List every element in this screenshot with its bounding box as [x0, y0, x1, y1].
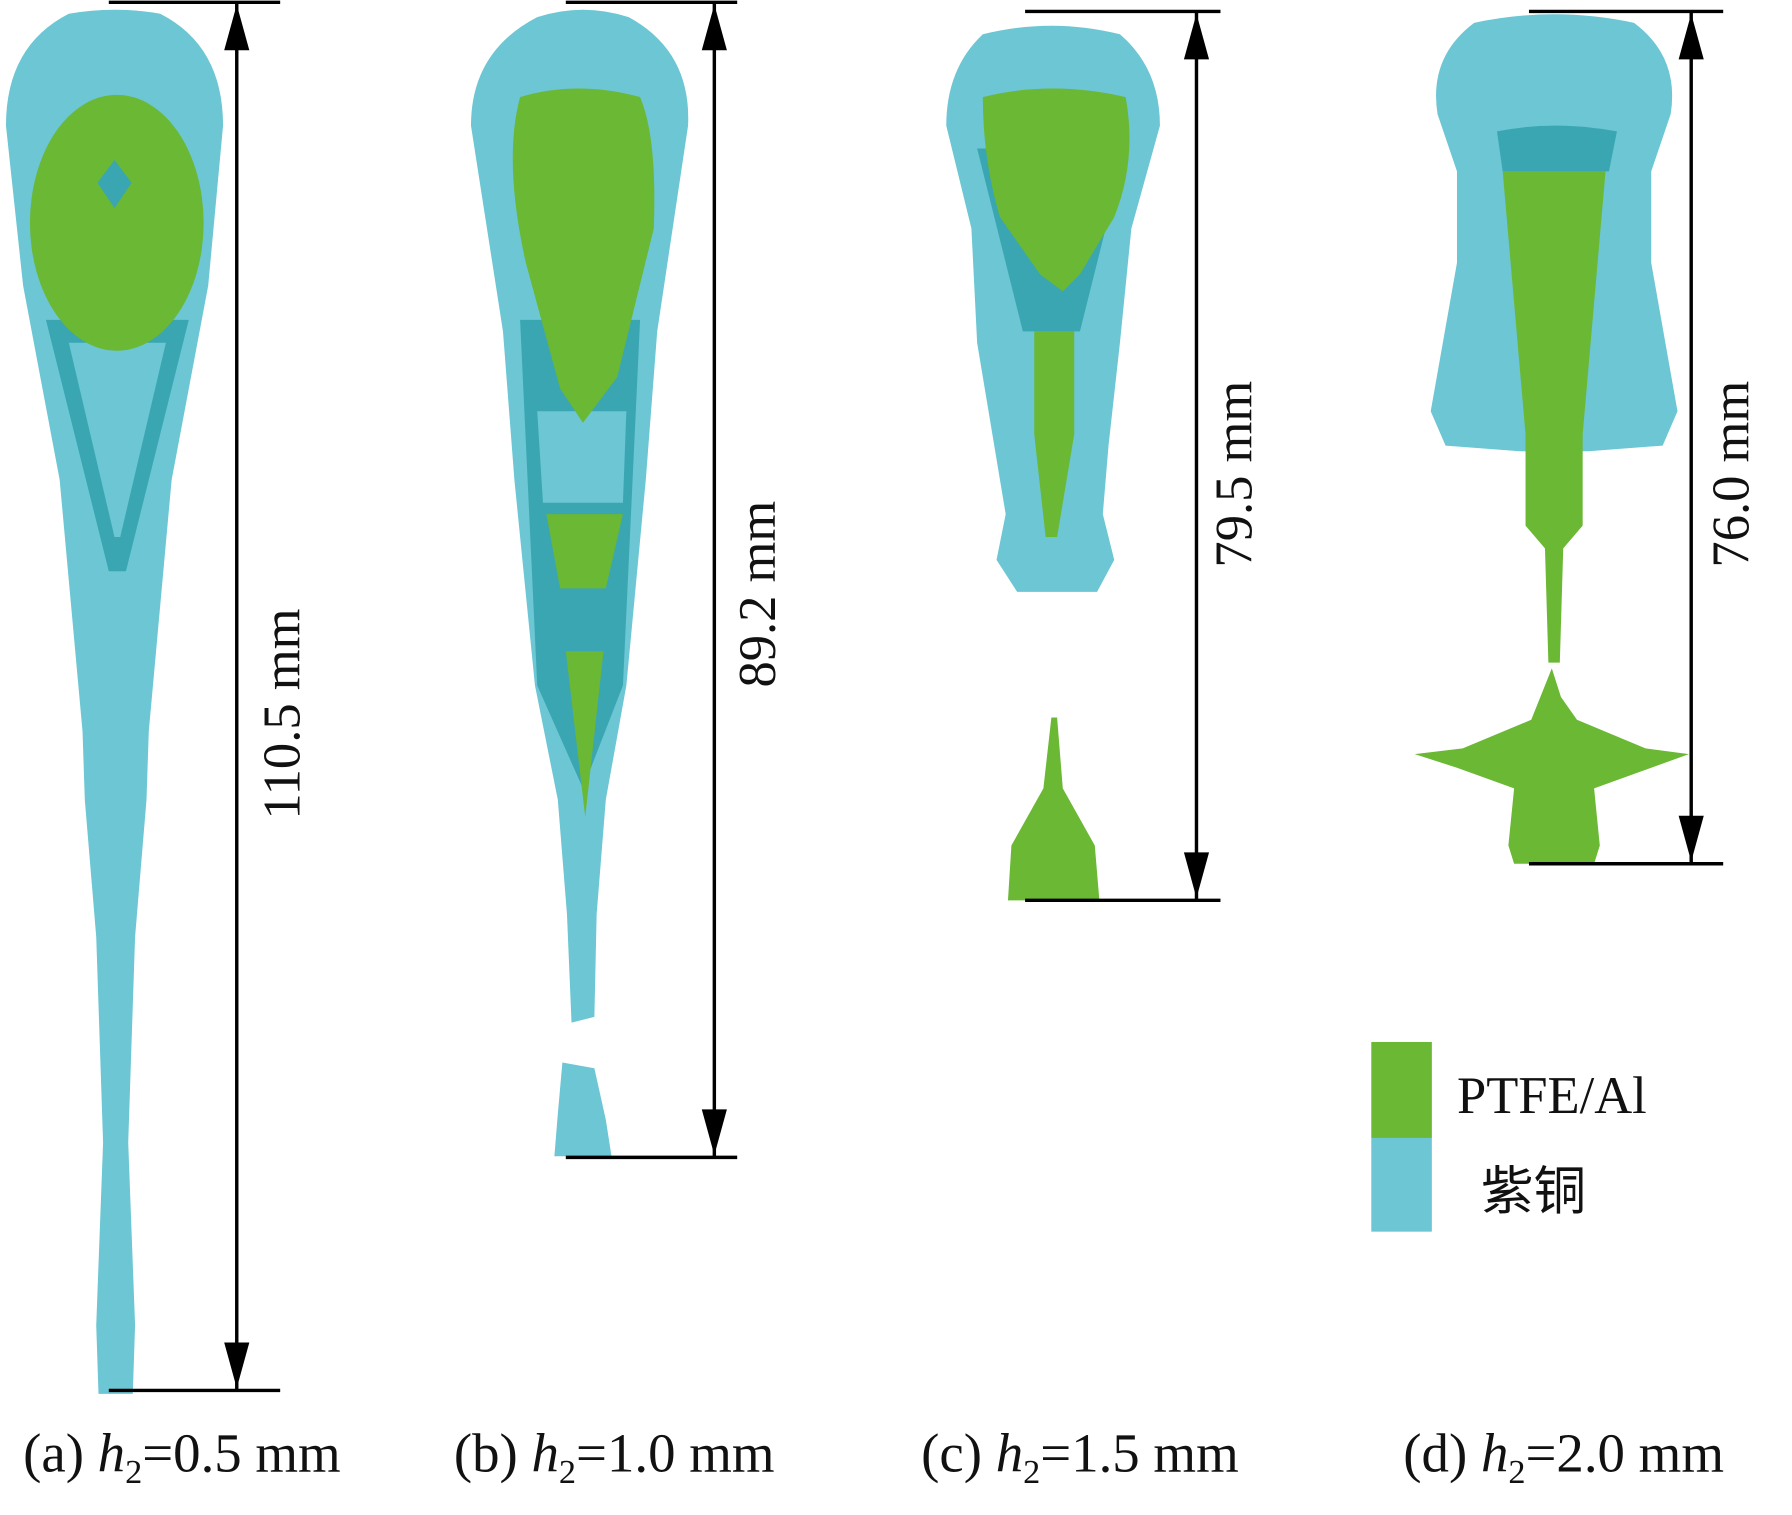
length-label: 76.0 mm	[1702, 381, 1760, 568]
legend-swatch	[1371, 1041, 1432, 1138]
caption-condition: =1.0 mm	[576, 1423, 774, 1484]
caption: (a) h2=0.5 mm	[23, 1423, 341, 1491]
caption: (b) h2=1.0 mm	[454, 1423, 775, 1491]
legend-label: PTFE/Al	[1457, 1067, 1647, 1125]
caption-subscript: 2	[1508, 1453, 1525, 1491]
caption-symbol: h	[531, 1423, 558, 1484]
caption-symbol: h	[1481, 1423, 1508, 1484]
caption-label: (d)	[1403, 1423, 1467, 1484]
caption-label: (b)	[454, 1423, 518, 1484]
caption: (d) h2=2.0 mm	[1403, 1423, 1724, 1491]
dimension-a	[108, 0, 281, 1393]
caption-label: (c)	[921, 1423, 982, 1484]
caption-symbol: h	[98, 1423, 125, 1484]
dimension-b	[565, 0, 738, 1160]
caption-condition: =1.5 mm	[1040, 1423, 1238, 1484]
length-label: 110.5 mm	[254, 608, 312, 819]
legend-label: 紫铜	[1481, 1161, 1586, 1222]
jet-shape-c	[946, 25, 1160, 901]
caption-condition: =2.0 mm	[1526, 1423, 1724, 1484]
caption-subscript: 2	[559, 1453, 576, 1491]
dimension-c	[1025, 9, 1221, 903]
caption-symbol: h	[996, 1423, 1023, 1484]
caption-subscript: 2	[1023, 1453, 1040, 1491]
jet-shape-a	[5, 9, 224, 1394]
caption-subscript: 2	[125, 1453, 142, 1491]
dimension-d	[1528, 9, 1724, 866]
caption-label: (a)	[23, 1423, 84, 1484]
caption: (c) h2=1.5 mm	[921, 1423, 1239, 1491]
length-label: 89.2 mm	[729, 501, 787, 688]
caption-condition: =0.5 mm	[142, 1423, 340, 1484]
jet-shape-b	[470, 9, 689, 1157]
jet-shape-d	[1414, 14, 1689, 864]
legend-swatch	[1371, 1137, 1432, 1232]
length-label: 79.5 mm	[1205, 381, 1263, 568]
